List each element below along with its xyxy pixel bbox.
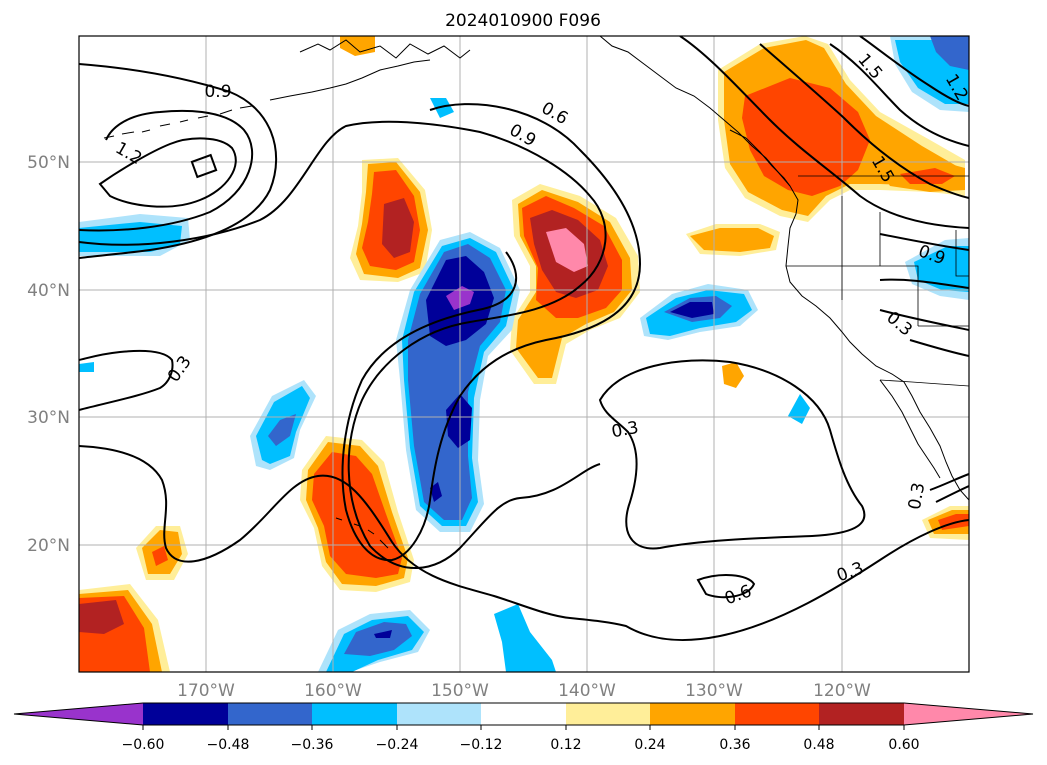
contour-0.6-main (341, 103, 642, 562)
colorbar-segment (228, 703, 312, 725)
lat-tick-label: 50°N (27, 153, 70, 173)
colorbar-tick-label: 0.36 (719, 737, 750, 753)
colorbar-tick-label: −0.36 (291, 737, 334, 753)
contour-0.6-east (879, 278, 969, 289)
colorbar-tick-label: −0.12 (460, 737, 503, 753)
aleutian-islands (103, 105, 253, 139)
contour-0.9-west (79, 63, 278, 259)
anomaly-positive-sw-peak (79, 600, 124, 634)
lon-tick-label: 130°W (685, 681, 743, 701)
contour-0.3-east (879, 309, 969, 357)
anomaly-positive-43n-mid (690, 228, 774, 252)
anomaly-negative-150w-peak2 (446, 394, 472, 448)
contour-1.5-loop (98, 137, 237, 208)
anomaly-negative-33n (79, 362, 94, 372)
lon-tick-label: 150°W (431, 681, 489, 701)
us-mexico-border (879, 379, 969, 387)
contour-0.6-southloop (696, 574, 756, 599)
contour-0.3-west (79, 350, 174, 411)
political-borders (786, 175, 969, 387)
anomaly-negative-165w-high (268, 414, 296, 446)
colorbar-tick-label: −0.48 (207, 737, 250, 753)
anomaly-positive-pnw-high (742, 78, 870, 196)
figure-title: 2024010900 F096 (445, 11, 601, 31)
colorbar-extend-min (14, 703, 143, 725)
anomaly-positive-157w-peak (382, 198, 414, 258)
colorbar-segment (566, 703, 650, 725)
contour-label: 0.3 (610, 418, 640, 442)
anomaly-negative-s155w-peak (374, 630, 392, 638)
anomaly-positive-172w-high (152, 546, 168, 566)
baja-california (879, 379, 941, 479)
lon-tick-label: 170°W (177, 681, 235, 701)
contour-0.3-south (79, 445, 969, 642)
vancouver-island (729, 129, 791, 187)
lon-tick-label: 160°W (304, 681, 362, 701)
latitude-labels: 50°N 40°N 30°N 20°N (27, 153, 70, 556)
colorbar-tick-label: −0.24 (376, 737, 419, 753)
colorbar-segment (397, 703, 481, 725)
contour-0.3-loop (598, 359, 866, 550)
colorbar-segment (819, 703, 904, 725)
contour-1.2-west (79, 109, 254, 232)
colorbar-tick-label: −0.60 (122, 737, 165, 753)
lon-tick-label: 140°W (558, 681, 616, 701)
anomaly-negative-ne-high (930, 36, 969, 70)
shaded-anomalies (79, 36, 969, 672)
colorbar-tick-label: 0.12 (550, 737, 581, 753)
anomaly-negative-s155w-high (344, 622, 412, 656)
contour-ne-lines-3 (829, 43, 969, 147)
alaska-coast (269, 39, 471, 101)
us-state-borders (786, 196, 969, 327)
anomaly-negative-135w-peak (670, 302, 714, 318)
contours (79, 36, 969, 642)
anomaly-negative-e42-mid (914, 246, 969, 292)
graticule (79, 36, 969, 672)
colorbar-segment (481, 703, 566, 725)
contour-se-lines (929, 473, 969, 503)
colorbar-tick-label: 0.48 (803, 737, 834, 753)
island-outline (190, 153, 218, 179)
colorbar: −0.60 −0.48 −0.36 −0.24 −0.12 0.12 0.24 … (13, 702, 1034, 753)
map-panel: 0.9 1.2 0.6 0.9 1.5 1.2 1.5 0.9 0.3 0.3 … (78, 35, 970, 673)
contour-ne-lines-1 (679, 36, 969, 229)
lat-tick-label: 20°N (27, 536, 70, 556)
colorbar-tick-label: 0.24 (634, 737, 665, 753)
colorbar-extend-max (904, 703, 1033, 725)
contour-0.9-mid (79, 120, 607, 569)
colorbar-segment (735, 703, 819, 725)
contour-ne-lines-2 (759, 43, 969, 199)
colorbar-segment (650, 703, 735, 725)
colorbar-segment (312, 703, 397, 725)
lat-tick-label: 40°N (27, 281, 70, 301)
anomaly-positive-n57 (340, 36, 375, 56)
anomaly-positive-34n (722, 362, 744, 388)
colorbar-ticks (142, 725, 905, 730)
contour-label: 0.3 (905, 481, 929, 511)
contour-ne-lines-4 (859, 36, 969, 107)
contour-label: 0.9 (204, 82, 231, 102)
anomaly-negative-150w-peak3 (430, 482, 442, 502)
anomaly-negative-53n (430, 98, 454, 118)
colorbar-segment (143, 703, 228, 725)
anomaly-negative-s147w (494, 604, 556, 672)
longitude-labels: 170°W 160°W 150°W 140°W 130°W 120°W (177, 681, 871, 701)
colorbar-tick-labels: −0.60 −0.48 −0.36 −0.24 −0.12 0.12 0.24 … (122, 737, 920, 753)
lat-tick-label: 30°N (27, 408, 70, 428)
lon-tick-label: 120°W (813, 681, 871, 701)
contour-0.9-east (879, 233, 969, 251)
colorbar-tick-label: 0.60 (888, 737, 919, 753)
hawaii-islands (335, 517, 389, 549)
map-frame (78, 35, 970, 673)
anomaly-positive-143w-max (546, 228, 588, 272)
